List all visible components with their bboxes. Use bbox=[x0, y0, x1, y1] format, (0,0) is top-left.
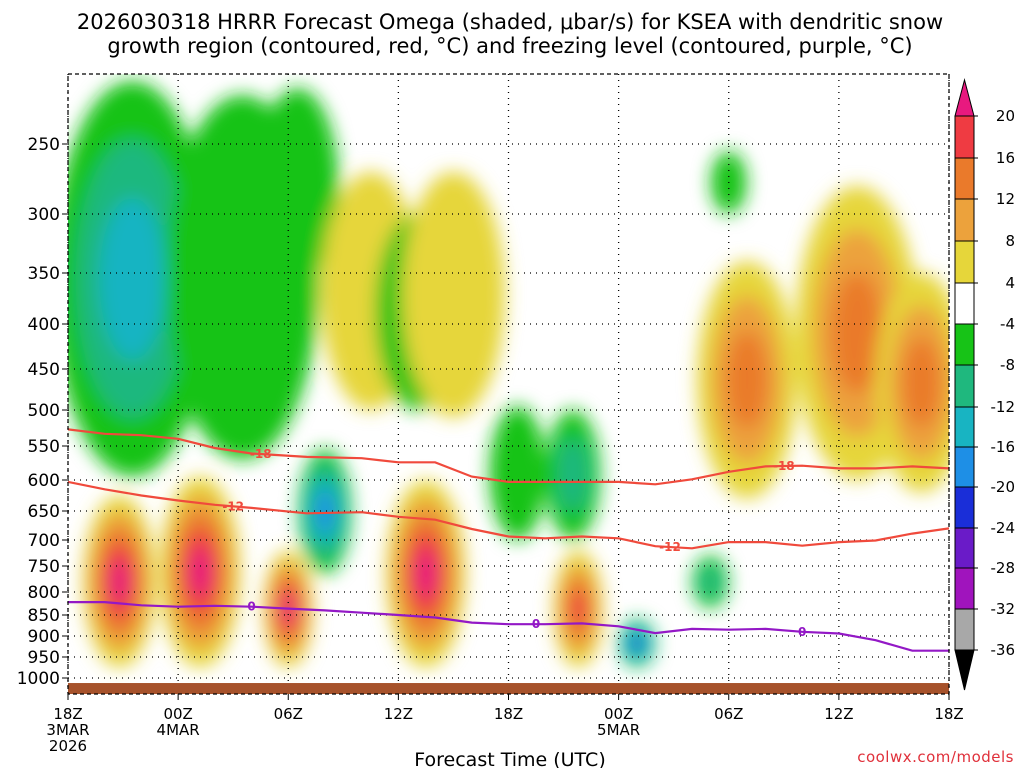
x-tick-label-0-0: 18Z bbox=[53, 705, 82, 723]
colorbar-bin-8 bbox=[954, 446, 975, 488]
x-tick-label-48-0: 18Z bbox=[934, 705, 963, 723]
colorbar-bin-1 bbox=[954, 157, 975, 200]
colorbar-label-1: 16 bbox=[996, 149, 1015, 167]
contour-label-0-0: -18 bbox=[250, 447, 272, 461]
omega-feature-19-level-2 bbox=[902, 337, 941, 428]
contour-line-1 bbox=[68, 480, 949, 550]
y-tick-label-750: 750 bbox=[28, 557, 60, 577]
y-tick-label-450: 450 bbox=[28, 360, 60, 380]
colorbar-label-8: -16 bbox=[991, 438, 1016, 456]
colorbar-top-triangle bbox=[954, 78, 975, 117]
colorbar-label-5: -4 bbox=[1000, 315, 1015, 333]
colorbar-bin-0 bbox=[954, 115, 975, 159]
omega-feature-10-level-0 bbox=[401, 172, 505, 418]
x-tick-label-12-0: 06Z bbox=[274, 705, 303, 723]
y-tick-label-350: 350 bbox=[28, 264, 60, 284]
y-tick-label-850: 850 bbox=[28, 606, 60, 626]
y-tick-label-550: 550 bbox=[28, 437, 60, 457]
omega-feature-1-level-4 bbox=[110, 559, 129, 604]
contour-lines: -18 -18 -12 -12 0 0 0 bbox=[68, 428, 949, 652]
x-tick-label-6-0: 00Z bbox=[163, 705, 192, 723]
omega-feature-18-level-2 bbox=[831, 272, 883, 394]
colorbar-label-0: 20 bbox=[996, 107, 1015, 125]
colorbar-bottom-triangle bbox=[954, 649, 975, 691]
x-tick-label-18-0: 12Z bbox=[384, 705, 413, 723]
terrain-layer bbox=[68, 683, 949, 694]
y-tick-label-900: 900 bbox=[28, 627, 60, 647]
y-axis-ticks: 2503003504004505005506006507007508008509… bbox=[17, 135, 68, 689]
colorbar-bin-9 bbox=[954, 486, 975, 529]
chart-title-line2: growth region (contoured, red, °C) and f… bbox=[107, 34, 912, 58]
colorbar-label-2: 12 bbox=[996, 190, 1015, 208]
colorbar-bin-10 bbox=[954, 527, 975, 569]
omega-feature-7-level-4 bbox=[415, 549, 437, 599]
contour-label-1-0: -12 bbox=[222, 499, 244, 513]
omega-feature-13-level-3 bbox=[570, 590, 587, 628]
colorbar-bin-5 bbox=[954, 323, 975, 366]
colorbar-label-6: -8 bbox=[1000, 356, 1015, 374]
y-tick-label-650: 650 bbox=[28, 502, 60, 522]
colorbar-bin-2 bbox=[954, 198, 975, 242]
colorbar-label-9: -20 bbox=[991, 478, 1016, 496]
colorbar-label-12: -32 bbox=[991, 600, 1016, 618]
terrain-surface bbox=[68, 683, 949, 694]
colorbar-bin-7 bbox=[954, 406, 975, 448]
credit-link[interactable]: coolwx.com/models bbox=[857, 748, 1014, 766]
omega-feature-12-level-1 bbox=[556, 437, 589, 513]
contour-label-1-1: -12 bbox=[659, 540, 681, 554]
contour-line-2 bbox=[68, 601, 949, 652]
contour-label-2-2: 0 bbox=[798, 625, 806, 639]
contour-label-2-1: 0 bbox=[532, 617, 540, 631]
colorbar-label-4: 4 bbox=[1005, 274, 1015, 292]
x-axis-label: Forecast Time (UTC) bbox=[414, 749, 605, 768]
y-tick-label-400: 400 bbox=[28, 315, 60, 335]
omega-feature-11-level-0 bbox=[489, 405, 546, 540]
omega-feature-4-level-0 bbox=[256, 88, 339, 284]
x-tick-label-6-1: 4MAR bbox=[157, 721, 200, 739]
contour-label-2-0: 0 bbox=[247, 600, 255, 614]
contour-line-0 bbox=[68, 428, 949, 486]
y-tick-label-600: 600 bbox=[28, 471, 60, 491]
colorbar-label-13: -36 bbox=[991, 641, 1016, 659]
colorbar-bin-11 bbox=[954, 567, 975, 610]
chart-title-line1: 2026030318 HRRR Forecast Omega (shaded, … bbox=[77, 10, 943, 34]
colorbar-bin-6 bbox=[954, 364, 975, 408]
x-tick-label-30-0: 00Z bbox=[604, 705, 633, 723]
y-tick-label-300: 300 bbox=[28, 205, 60, 225]
omega-feature-5-level-3 bbox=[316, 491, 334, 532]
colorbar-label-7: -12 bbox=[991, 398, 1016, 416]
y-tick-label-250: 250 bbox=[28, 135, 60, 155]
y-tick-label-950: 950 bbox=[28, 648, 60, 668]
x-tick-label-36-0: 06Z bbox=[714, 705, 743, 723]
x-tick-label-24-0: 18Z bbox=[494, 705, 523, 723]
colorbar-bin-3 bbox=[954, 240, 975, 284]
y-tick-label-700: 700 bbox=[28, 531, 60, 551]
omega-feature-17-level-2 bbox=[726, 331, 768, 429]
x-tick-label-0-2: 2026 bbox=[49, 737, 87, 755]
omega-feature-14-level-4 bbox=[632, 637, 642, 650]
omega-feature-15-level-1 bbox=[699, 566, 721, 598]
contour-label-0-1: -18 bbox=[773, 459, 795, 473]
omega-feature-group bbox=[68, 81, 949, 668]
y-tick-label-1000: 1000 bbox=[17, 669, 60, 689]
x-tick-label-30-1: 5MAR bbox=[597, 721, 640, 739]
colorbar-label-11: -28 bbox=[991, 559, 1016, 577]
omega-feature-2-level-4 bbox=[189, 547, 211, 597]
x-tick-label-0-1: 3MAR bbox=[46, 721, 89, 739]
colorbar-bin-4 bbox=[954, 282, 975, 325]
omega-shading bbox=[68, 81, 949, 668]
y-tick-label-800: 800 bbox=[28, 583, 60, 603]
colorbar-label-10: -24 bbox=[991, 519, 1016, 537]
colorbar-bin-12 bbox=[954, 608, 975, 651]
y-tick-label-500: 500 bbox=[28, 401, 60, 421]
x-tick-label-42-0: 12Z bbox=[824, 705, 853, 723]
omega-feature-0-level-2 bbox=[99, 197, 166, 361]
colorbar: 20 16 12 8 4 -4 -8 -12 -16 -20 -24 -28 -32 -36 bbox=[954, 78, 1016, 691]
colorbar-label-3: 8 bbox=[1005, 232, 1015, 250]
